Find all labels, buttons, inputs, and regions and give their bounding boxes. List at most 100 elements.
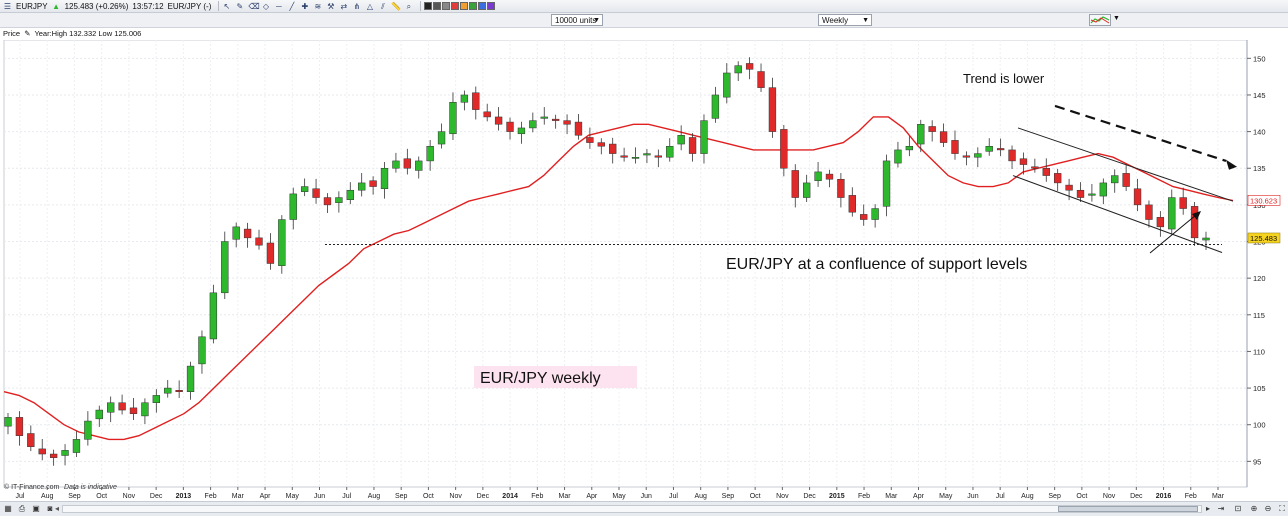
candle-body: [768, 87, 777, 132]
time-tick-label: Dec: [1130, 493, 1143, 500]
triangle-icon[interactable]: △: [366, 1, 373, 11]
grid-icon[interactable]: ▦: [4, 504, 12, 513]
candle-body: [962, 155, 971, 158]
hammer-icon[interactable]: ⚒: [327, 1, 335, 11]
chevron-down-icon: ▼: [862, 17, 869, 24]
time-tick-label: Dec: [477, 493, 490, 500]
scroll-track[interactable]: [62, 505, 1202, 513]
trend-arrow-head: [1226, 159, 1237, 170]
line-icon[interactable]: ─: [276, 1, 282, 11]
scroll-end-icon[interactable]: ⇥: [1217, 504, 1225, 513]
candle-body: [837, 178, 845, 198]
pitchfork-icon[interactable]: ⋔: [353, 1, 361, 11]
eraser-icon[interactable]: ⌫: [248, 1, 260, 11]
candle-body: [141, 402, 149, 417]
color-swatch[interactable]: [487, 2, 496, 10]
color-swatch[interactable]: [469, 2, 478, 10]
price-tick-label: 120: [1253, 274, 1266, 283]
candle-body: [426, 146, 434, 162]
candle-body: [905, 146, 914, 151]
candle-body: [1156, 217, 1165, 228]
save-icon[interactable]: ◙: [47, 504, 53, 513]
price-axis[interactable]: 95100105110115120125130135140145150125.4…: [1246, 40, 1281, 487]
candle-body: [609, 143, 617, 154]
cross-icon[interactable]: ✚: [301, 1, 309, 11]
cursor-icon[interactable]: ↖: [223, 1, 231, 11]
trendline-icon[interactable]: ╱: [289, 1, 295, 11]
candle-body: [745, 63, 754, 70]
time-tick-label: Nov: [449, 493, 462, 500]
time-tick-label: Aug: [1021, 493, 1034, 500]
candle-body: [848, 195, 856, 213]
candle-body: [871, 208, 879, 220]
candle-body: [1145, 204, 1153, 220]
color-swatch[interactable]: [478, 2, 487, 10]
candle-body: [540, 116, 548, 119]
edit-icon[interactable]: ✎: [24, 29, 31, 38]
scroll-left-icon[interactable]: ◂: [54, 504, 59, 513]
ruler-icon[interactable]: 📏: [391, 1, 402, 11]
candle-body: [221, 241, 229, 294]
arrows-icon[interactable]: ⇄: [340, 1, 348, 11]
channel-upper-line: [1017, 127, 1234, 202]
channel-icon[interactable]: ⫽: [381, 1, 385, 11]
candle-body: [346, 189, 354, 200]
data-note-label: Data is indicative: [64, 484, 117, 491]
time-tick-label: 2016: [1156, 493, 1172, 500]
chart-scrollbar[interactable]: ▦ ⎙ ▣ ◙ ◂ ▸ ⇥ ⊡ ⊕ ⊖ ⛶: [0, 501, 1288, 516]
fullscreen-icon[interactable]: ⛶: [1279, 504, 1285, 513]
candle-body: [27, 433, 35, 447]
price-chart[interactable]: 95100105110115120125130135140145150125.4…: [0, 40, 1288, 501]
time-tick-label: 2015: [829, 493, 845, 500]
candle-body: [563, 120, 571, 125]
fit-icon[interactable]: ⊡: [1234, 504, 1242, 513]
chevron-down-icon: ▼: [593, 17, 600, 24]
shapes-icon[interactable]: ◇: [262, 1, 269, 11]
candle-body: [734, 65, 742, 74]
candle-body: [266, 242, 275, 264]
price-tick-label: 95: [1253, 457, 1261, 466]
chart-menu-icon[interactable]: ☰: [3, 1, 12, 11]
candle-body: [939, 131, 948, 143]
color-swatch[interactable]: [451, 2, 460, 10]
candle-body: [358, 182, 366, 191]
candle-body: [814, 171, 822, 181]
color-swatch[interactable]: [460, 2, 469, 10]
period-select[interactable]: Weekly ▼: [818, 14, 872, 26]
units-select[interactable]: 10000 units ▼: [551, 14, 603, 26]
chevron-down-icon[interactable]: ▼: [1113, 15, 1120, 22]
time-tick-label: 2013: [176, 493, 192, 500]
symbol-label[interactable]: EURJPY: [16, 1, 48, 11]
chart-type-button[interactable]: [1089, 14, 1111, 26]
zoom-in-icon[interactable]: ⊕: [1250, 504, 1258, 513]
zoom-out-icon[interactable]: ⊖: [1264, 504, 1272, 513]
candle-body: [802, 182, 811, 198]
time-tick-label: Mar: [1212, 493, 1225, 500]
image-icon[interactable]: ▣: [32, 504, 40, 513]
time-tick-label: Sep: [722, 493, 735, 500]
candle-body: [1111, 175, 1119, 184]
candle-body: [1133, 188, 1142, 206]
candle-body: [1202, 237, 1210, 241]
time-tick-label: Mar: [885, 493, 898, 500]
time-tick-label: Feb: [1185, 493, 1197, 500]
time-axis[interactable]: Jul Aug Sep Oct Nov Dec 2013 Feb Mar Apr May Jun Jul…: [16, 487, 1225, 500]
scroll-thumb[interactable]: [1058, 506, 1198, 512]
time-tick-label: Dec: [803, 493, 816, 500]
pencil-icon[interactable]: ✎: [236, 1, 244, 11]
color-swatch[interactable]: [442, 2, 451, 10]
print-icon[interactable]: ⎙: [18, 504, 26, 513]
fibonacci-icon[interactable]: ≋: [314, 1, 322, 11]
scroll-right-icon[interactable]: ▸: [1205, 504, 1210, 513]
zoom-icon[interactable]: ⌕: [406, 1, 412, 11]
candle-body: [700, 120, 708, 154]
candle-body: [1122, 173, 1130, 187]
color-swatch[interactable]: [433, 2, 442, 10]
candle-body: [209, 292, 218, 340]
trend-annotation: Trend is lower: [963, 71, 1045, 86]
color-swatch[interactable]: [424, 2, 433, 10]
candle-body: [415, 160, 423, 171]
toolbar-separator: [218, 1, 220, 11]
candle-body: [335, 197, 343, 203]
